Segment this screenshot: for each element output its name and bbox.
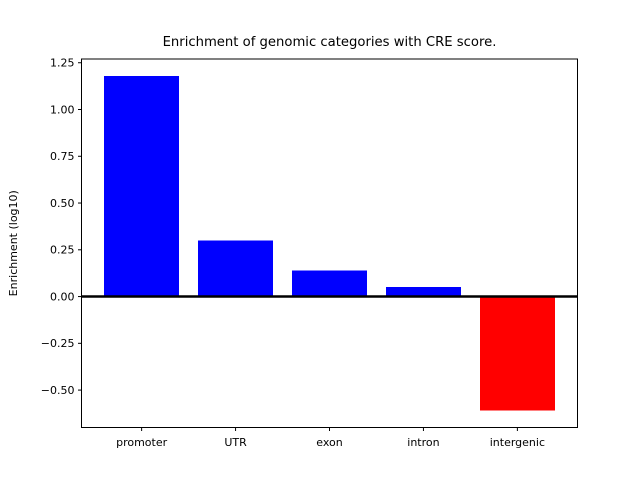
bar-promoter — [104, 75, 180, 297]
y-tick-label: −0.25 — [41, 337, 75, 350]
x-tick-label: promoter — [116, 436, 168, 449]
y-tick-label: 1.25 — [50, 57, 75, 70]
y-tick-label: 0.25 — [50, 244, 75, 257]
x-tick-label: exon — [316, 436, 342, 449]
bar-intergenic — [479, 296, 555, 411]
bar-exon — [291, 270, 368, 297]
y-tick-label: −0.50 — [41, 384, 75, 397]
bar-intron — [385, 287, 462, 297]
chart-title: Enrichment of genomic categories with CR… — [163, 35, 497, 50]
y-tick-label: 0.75 — [50, 150, 75, 163]
y-tick-label: 0.00 — [50, 290, 75, 303]
x-tick-label: UTR — [224, 436, 247, 449]
bar-UTR — [197, 240, 274, 297]
y-tick-label: 1.00 — [50, 103, 75, 116]
y-tick-label: 0.50 — [50, 197, 75, 210]
y-axis-label: Enrichment (log10) — [7, 190, 20, 296]
x-tick-label: intron — [407, 436, 439, 449]
x-tick-label: intergenic — [490, 436, 545, 449]
